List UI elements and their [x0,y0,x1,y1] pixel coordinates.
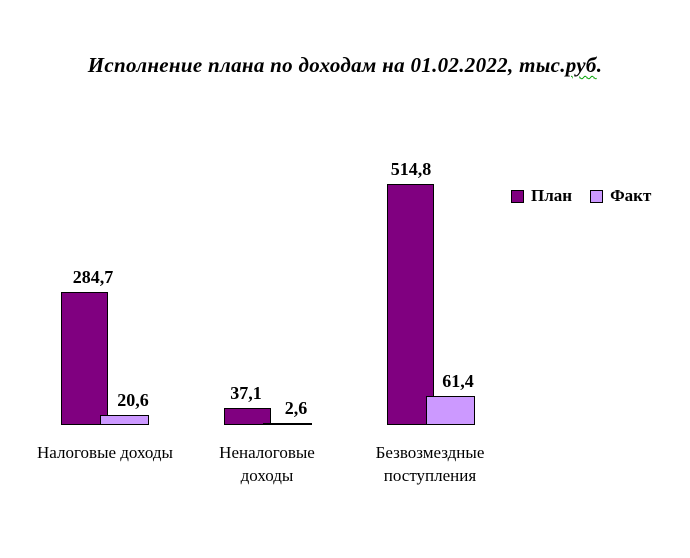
value-label-fact-nontax: 2,6 [284,398,308,418]
legend-label-fact: Факт [610,186,652,205]
value-label-plan-gratuitous: 514,8 [390,159,432,179]
value-label-plan-tax: 284,7 [72,267,114,287]
fact-bar-gratuitous-receipts [426,396,475,425]
spellcheck-underlined-word: руб [565,53,597,77]
plan-bar-tax-revenues [61,292,108,425]
chart-title-text: Исполнение плана по доходам на 01.02.202… [87,53,566,77]
legend-label-plan: План [531,186,573,205]
fact-color-swatch [590,189,604,203]
plan-bar-nontax-revenues [224,408,271,425]
plan-color-swatch [511,189,524,203]
plan-bar-gratuitous-receipts [387,184,434,425]
value-label-fact-tax: 20,6 [117,390,149,410]
legend-item-plan: План [511,186,572,206]
category-label-nontax-revenues: Неналоговые доходы [219,443,315,485]
value-label-plan-nontax: 37,1 [230,383,262,403]
value-label-fact-gratuitous: 61,4 [442,371,474,391]
fact-bar-tax-revenues [100,415,149,425]
category-label-gratuitous-receipts: Безвозмездные поступления [375,443,485,485]
legend-item-fact: Факт [590,186,651,206]
category-label-tax-revenues: Налоговые доходы [37,443,173,462]
chart-title: Исполнение плана по доходам на 01.02.202… [0,53,690,78]
chart-title-period: . [596,53,603,77]
legend: План Факт [511,186,651,206]
fact-bar-nontax-revenues [263,423,312,425]
